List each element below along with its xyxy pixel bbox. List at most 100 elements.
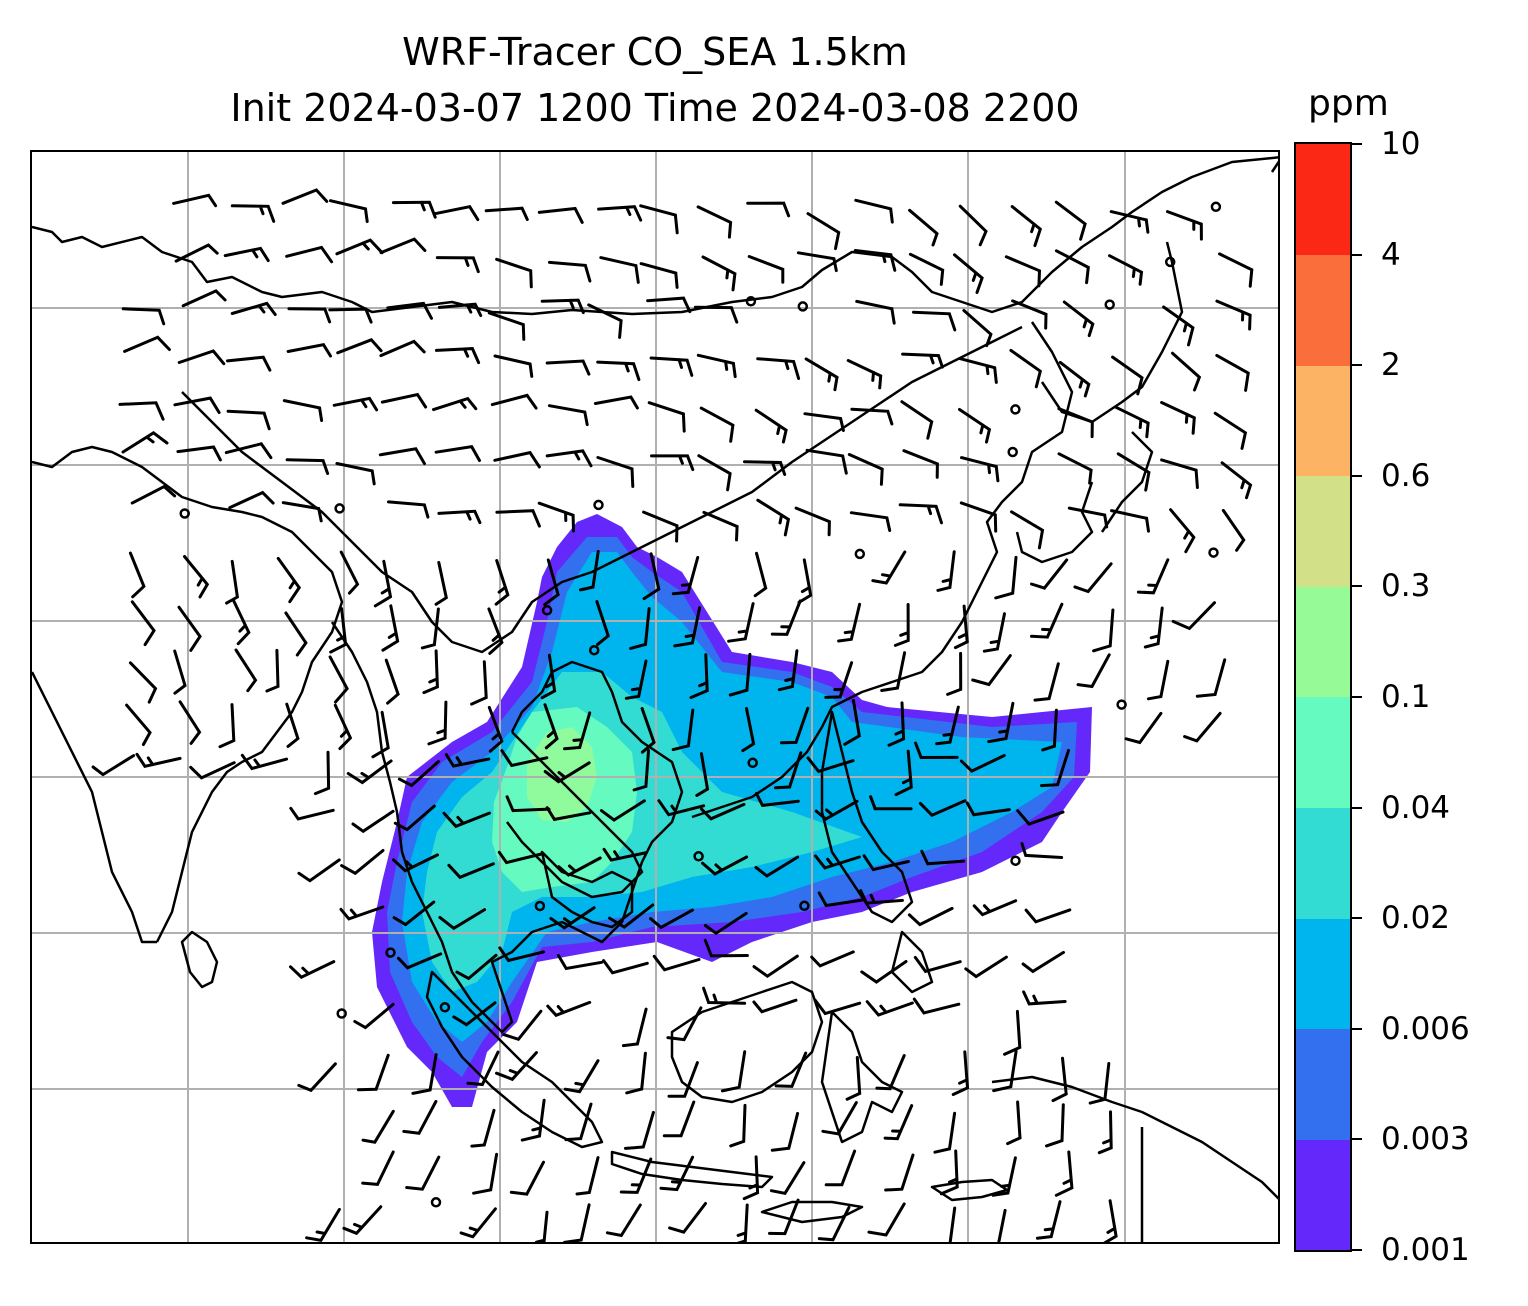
- wind-barb: [907, 906, 954, 927]
- wind-barb: [902, 449, 939, 479]
- coastline-sri-lanka: [180, 930, 219, 989]
- map-gridlines: [32, 152, 1278, 1242]
- calm-wind-circle: [1116, 699, 1127, 710]
- wind-barb: [287, 307, 332, 324]
- wind-barb: [459, 1207, 497, 1239]
- wind-barb: [405, 1155, 441, 1191]
- wind-barb: [703, 911, 748, 936]
- wind-barb: [865, 1000, 914, 1017]
- wind-barb: [177, 349, 226, 366]
- wind-barb: [224, 442, 273, 460]
- wind-barb: [817, 891, 864, 908]
- wind-barb: [494, 559, 510, 606]
- wind-barb: [821, 1101, 858, 1136]
- wind-barb: [854, 198, 894, 224]
- wind-barb: [1010, 205, 1043, 248]
- wind-barb: [1171, 601, 1216, 631]
- wind-barb: [960, 456, 1000, 483]
- wind-barb: [130, 600, 156, 647]
- wind-barb: [756, 357, 801, 380]
- wind-barb: [880, 651, 907, 692]
- wind-barb: [509, 1160, 545, 1196]
- wind-barb: [602, 959, 649, 975]
- map-canvas: [32, 152, 1278, 1242]
- wind-barb: [128, 661, 158, 704]
- wind-barb: [1009, 348, 1043, 389]
- wind-barb: [537, 501, 575, 533]
- wind-barb: [991, 1156, 1017, 1197]
- wind-barb: [579, 550, 600, 592]
- calm-wind-circle: [430, 1197, 442, 1208]
- wind-barb: [493, 450, 541, 469]
- wind-barb: [887, 701, 906, 747]
- wind-barb: [992, 1049, 1018, 1093]
- wind-barb: [918, 799, 967, 817]
- wind-barb: [780, 706, 810, 745]
- wind-barb: [736, 1203, 749, 1242]
- wind-barb: [639, 204, 679, 235]
- wind-barb: [1057, 452, 1093, 485]
- colorbar-tick-mark: [1352, 1249, 1362, 1251]
- wind-barb: [223, 246, 270, 263]
- wind-barb: [671, 556, 700, 596]
- wind-barb: [850, 407, 894, 426]
- wind-barb: [432, 205, 480, 222]
- wind-barb: [392, 900, 436, 927]
- wind-barb: [346, 759, 393, 785]
- wind-barb: [596, 360, 641, 382]
- wind-barb: [659, 1155, 695, 1192]
- calm-wind-circle: [1010, 855, 1021, 866]
- wind-barb: [339, 550, 360, 595]
- colorbar-tick-label: 0.1: [1381, 679, 1431, 715]
- wind-barb: [958, 357, 998, 384]
- wind-barb: [297, 858, 341, 883]
- wind-barb: [497, 850, 543, 865]
- wind-barb: [597, 205, 643, 222]
- wind-barb: [997, 1208, 1007, 1242]
- wind-barb: [884, 1153, 915, 1192]
- wind-barb: [860, 960, 908, 984]
- wind-barb: [619, 1157, 653, 1194]
- wind-barb: [495, 509, 541, 528]
- coastline-india: [32, 445, 344, 944]
- wind-barb: [806, 212, 841, 251]
- calm-wind-circle: [1104, 299, 1115, 310]
- wind-barb: [1010, 510, 1045, 550]
- wind-barb: [181, 289, 227, 308]
- wind-barb: [1221, 508, 1246, 552]
- wind-barb: [824, 661, 854, 699]
- wind-barb: [495, 1051, 538, 1082]
- wind-barb: [172, 193, 218, 208]
- wind-barb: [1160, 401, 1196, 435]
- colorbar: [1294, 142, 1352, 1252]
- map-panel: [30, 150, 1280, 1244]
- calm-wind-circle: [747, 757, 758, 769]
- wind-barb: [953, 604, 969, 650]
- wind-barb: [402, 1100, 438, 1135]
- wind-barb: [647, 401, 686, 433]
- wind-barb: [1020, 842, 1064, 859]
- wind-barb: [231, 598, 251, 646]
- wind-barb: [754, 855, 800, 878]
- colorbar-band: [1296, 1139, 1350, 1250]
- wind-barb: [284, 611, 308, 657]
- wind-barb: [756, 498, 791, 537]
- wind-barb: [289, 806, 335, 821]
- wind-barb: [1171, 351, 1202, 392]
- wind-barb: [673, 606, 702, 648]
- colorbar-tick-label: 0.006: [1381, 1010, 1470, 1047]
- wind-barb: [939, 1149, 959, 1196]
- wind-barb: [893, 603, 910, 647]
- wind-barb: [1006, 1100, 1022, 1146]
- calm-wind-circle: [854, 548, 866, 560]
- wind-barb: [297, 1062, 337, 1093]
- wind-barb: [599, 799, 646, 822]
- wind-barb: [824, 1149, 857, 1187]
- wind-barb: [563, 1203, 591, 1242]
- wind-barb: [1041, 708, 1058, 752]
- wind-barbs: [91, 188, 1254, 1242]
- wind-barb: [422, 649, 439, 695]
- wind-barb: [282, 399, 324, 422]
- wind-barb: [699, 406, 735, 443]
- coastline-borneo: [670, 980, 824, 1104]
